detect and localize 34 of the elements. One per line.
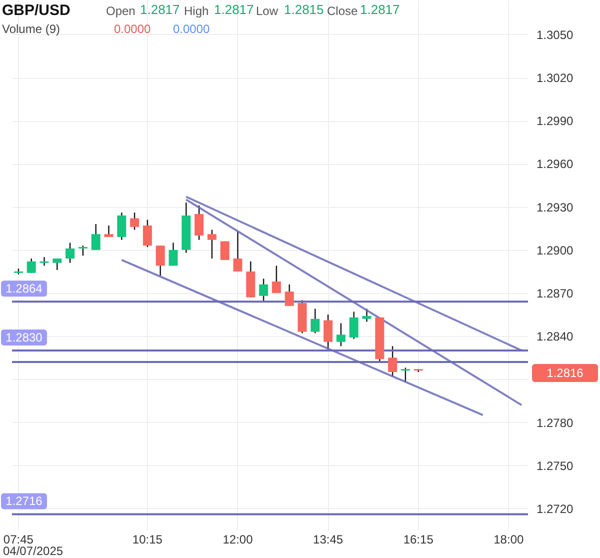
annotation: 1.2817 <box>214 2 254 17</box>
y-tick-label: 1.2750 <box>536 458 574 473</box>
annotation: 1.2815 <box>284 2 324 17</box>
annotation: High <box>184 4 209 18</box>
annotation: 1.2817 <box>360 2 400 17</box>
x-tick-label: 10:15 <box>132 532 163 546</box>
annotation: Volume (9) <box>2 22 60 36</box>
x-tick-label: 13:45 <box>313 532 344 546</box>
annotation: Close <box>327 4 358 18</box>
y-tick-label: 1.3020 <box>536 71 574 86</box>
x-tick-label: 12:00 <box>222 532 254 546</box>
text: 04/07/2025 <box>3 544 64 558</box>
ref-line-label: 1.2864 <box>6 282 43 296</box>
ref-line-label: 1.2830 <box>6 330 43 344</box>
y-tick-label: 1.2780 <box>536 416 574 430</box>
annotation: 1.2817 <box>140 2 180 17</box>
y-tick-label: 1.2870 <box>536 286 574 301</box>
y-tick-label: 1.2900 <box>536 243 574 258</box>
y-tick-label: 1.3050 <box>536 28 574 42</box>
y-tick-label: 1.2840 <box>536 330 574 344</box>
x-tick-label: 16:15 <box>403 532 434 546</box>
y-tick-label: 1.2720 <box>536 502 574 516</box>
y-tick-label: 1.2990 <box>536 114 574 128</box>
annotation: Open <box>106 4 136 18</box>
annotation: 0.0000 <box>173 22 210 36</box>
annotation: Low <box>256 4 278 18</box>
x-tick-label: 07:45 <box>3 532 34 546</box>
y-tick-label: 1.2930 <box>536 200 574 214</box>
text: 1.2816 <box>532 364 598 382</box>
ref-line-label: 1.2716 <box>6 494 43 508</box>
x-tick-label: 18:00 <box>494 532 524 546</box>
chart-title: GBP/USD <box>2 2 70 19</box>
y-tick-label: 1.2960 <box>536 157 574 172</box>
annotation: 0.0000 <box>114 22 151 36</box>
